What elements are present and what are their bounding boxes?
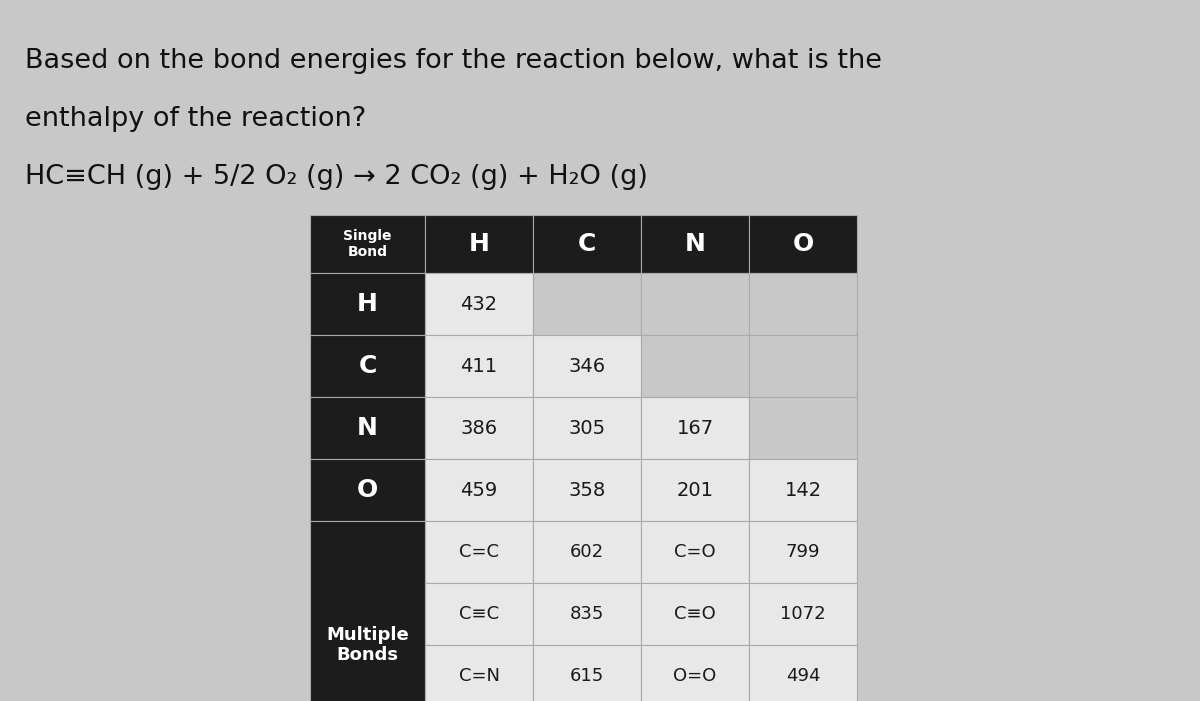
- Text: O=O: O=O: [673, 667, 716, 685]
- Text: 142: 142: [785, 480, 822, 500]
- Text: 305: 305: [569, 418, 606, 437]
- Bar: [749, 521, 857, 583]
- Text: 346: 346: [569, 357, 606, 376]
- Text: N: N: [684, 232, 706, 256]
- Text: 615: 615: [570, 667, 604, 685]
- Bar: [533, 583, 641, 645]
- Bar: [641, 583, 749, 645]
- Bar: [641, 645, 749, 701]
- Bar: [425, 459, 533, 521]
- Bar: [749, 645, 857, 701]
- Text: 835: 835: [570, 605, 604, 623]
- Text: 799: 799: [786, 543, 821, 561]
- Text: enthalpy of the reaction?: enthalpy of the reaction?: [25, 106, 366, 132]
- Text: HC≡CH (g) + 5/2 O₂ (g) → 2 CO₂ (g) + H₂O (g): HC≡CH (g) + 5/2 O₂ (g) → 2 CO₂ (g) + H₂O…: [25, 164, 648, 190]
- Bar: [425, 215, 533, 273]
- Bar: [641, 521, 749, 583]
- Bar: [533, 215, 641, 273]
- Bar: [641, 459, 749, 521]
- Bar: [749, 583, 857, 645]
- Bar: [310, 397, 425, 459]
- Bar: [749, 273, 857, 335]
- Text: H: H: [468, 232, 490, 256]
- Text: O: O: [356, 478, 378, 502]
- Text: 167: 167: [677, 418, 714, 437]
- Text: C≡C: C≡C: [458, 605, 499, 623]
- Bar: [749, 459, 857, 521]
- Bar: [641, 335, 749, 397]
- Text: 411: 411: [461, 357, 498, 376]
- Text: C≡O: C≡O: [674, 605, 716, 623]
- Text: C=N: C=N: [458, 667, 499, 685]
- Bar: [310, 521, 425, 701]
- Text: Single
Bond: Single Bond: [343, 229, 391, 259]
- Text: 602: 602: [570, 543, 604, 561]
- Bar: [641, 273, 749, 335]
- Bar: [533, 397, 641, 459]
- Text: 386: 386: [461, 418, 498, 437]
- Bar: [641, 215, 749, 273]
- Text: 459: 459: [461, 480, 498, 500]
- Text: 358: 358: [569, 480, 606, 500]
- Text: Based on the bond energies for the reaction below, what is the: Based on the bond energies for the react…: [25, 48, 882, 74]
- Bar: [425, 335, 533, 397]
- Bar: [310, 273, 425, 335]
- Bar: [425, 273, 533, 335]
- Bar: [533, 273, 641, 335]
- Bar: [533, 335, 641, 397]
- Text: 1072: 1072: [780, 605, 826, 623]
- Bar: [425, 645, 533, 701]
- Bar: [425, 397, 533, 459]
- Bar: [310, 215, 425, 273]
- Bar: [749, 335, 857, 397]
- Bar: [533, 645, 641, 701]
- Text: H: H: [358, 292, 378, 316]
- Bar: [310, 335, 425, 397]
- Bar: [749, 215, 857, 273]
- Bar: [310, 459, 425, 521]
- Text: C: C: [578, 232, 596, 256]
- Text: C=O: C=O: [674, 543, 716, 561]
- Bar: [641, 397, 749, 459]
- Bar: [533, 459, 641, 521]
- Text: N: N: [358, 416, 378, 440]
- Text: C: C: [359, 354, 377, 378]
- Text: C=C: C=C: [458, 543, 499, 561]
- Text: 494: 494: [786, 667, 821, 685]
- Text: 201: 201: [677, 480, 714, 500]
- Text: Multiple
Bonds: Multiple Bonds: [326, 625, 409, 665]
- Text: O: O: [792, 232, 814, 256]
- Bar: [533, 521, 641, 583]
- Bar: [749, 397, 857, 459]
- Text: 432: 432: [461, 294, 498, 313]
- Bar: [425, 521, 533, 583]
- Bar: [425, 583, 533, 645]
